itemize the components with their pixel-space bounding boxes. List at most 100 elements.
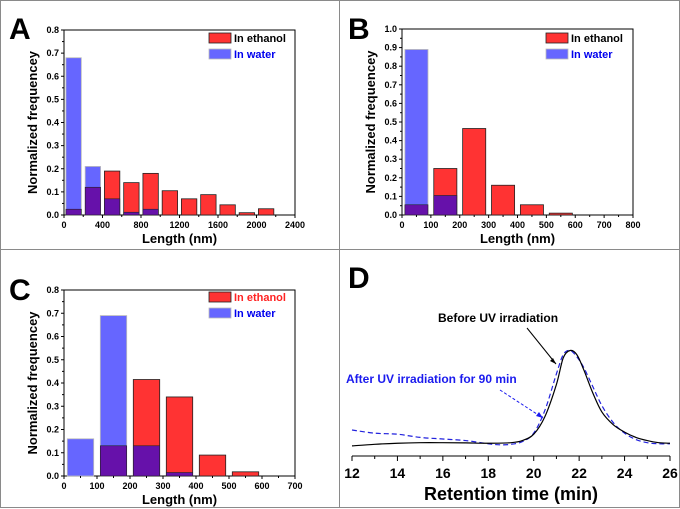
bar-ethanol: [519, 204, 544, 216]
legend-label-water: In water: [571, 49, 613, 61]
y-tick-label: 0.3: [46, 141, 59, 151]
x-tick-label: 1600: [208, 220, 228, 230]
panel-a: A 0.0 0.1 0.2 0.3 0.4 0.5 0.6 0.7 0.8 0 400 800 1200 1…: [0, 0, 340, 250]
x-axis-label: Length (nm): [142, 492, 217, 507]
legend-label-ethanol: In ethanol: [234, 292, 286, 304]
y-tick-label: 0.5: [46, 355, 59, 365]
legend-label-water: In water: [234, 49, 276, 61]
y-tick-label: 0.8: [46, 25, 59, 35]
x-tick-label: 1200: [169, 220, 189, 230]
bar-ethanol: [198, 454, 227, 477]
y-tick-label: 1.0: [384, 24, 397, 34]
y-tick-label: 0.9: [384, 43, 397, 53]
y-tick-label: 0.4: [384, 136, 397, 146]
y-tick-label: 0.4: [46, 378, 59, 388]
y-tick-label: 0.3: [384, 154, 397, 164]
y-tick-label: 0.5: [46, 94, 59, 104]
legend-swatch-ethanol: [545, 32, 569, 44]
annotation-arrow-after: [499, 389, 544, 419]
panel-letter: C: [9, 274, 31, 307]
panel-b: B 0.0 0.1 0.2 0.3 0.4 0.5 0.6 0.7 0.8 0.9 1.0 0 100 20…: [339, 0, 680, 250]
y-tick-label: 0.6: [46, 332, 59, 342]
x-tick-label: 22: [571, 465, 587, 481]
bar-ethanol: [491, 184, 516, 216]
bar-overlap: [166, 472, 194, 477]
arrowhead-before: [550, 358, 556, 364]
y-tick-label: 0.7: [384, 80, 397, 90]
y-tick-label: 0.0: [46, 210, 59, 220]
x-tick-label: 24: [617, 465, 633, 481]
x-tick-label: 200: [452, 220, 467, 230]
x-axis-label: Retention time (min): [424, 484, 598, 504]
x-axis-label: Length (nm): [480, 231, 555, 246]
x-tick-label: 600: [254, 481, 269, 491]
panel-letter: B: [348, 13, 370, 46]
y-tick-label: 0.2: [46, 425, 59, 435]
y-tick-label: 0.1: [384, 191, 397, 201]
x-tick-label: 300: [481, 220, 496, 230]
bar-overlap: [404, 204, 429, 216]
line-before-uv: [351, 349, 671, 447]
x-tick-label: 18: [480, 465, 496, 481]
bar-ethanol: [181, 198, 198, 216]
panel-d: D 12 14 16 18 20 22 24 26 Retention time (min) Bef…: [339, 249, 680, 508]
legend-swatch-ethanol: [208, 32, 232, 44]
bar-ethanol: [123, 182, 140, 216]
chart-a: A 0.0 0.1 0.2 0.3 0.4 0.5 0.6 0.7 0.8 0 400 800 1200 1…: [9, 13, 305, 246]
legend-label-ethanol: In ethanol: [571, 33, 623, 45]
x-tick-label: 200: [122, 481, 137, 491]
chart-d: D 12 14 16 18 20 22 24 26 Retention time (min) Bef…: [344, 262, 678, 504]
x-tick-label: 400: [188, 481, 203, 491]
bar-ethanol: [200, 194, 217, 216]
x-tick-label: 100: [89, 481, 104, 491]
x-tick-label: 500: [539, 220, 554, 230]
line-after-uv: [351, 349, 671, 446]
legend-swatch-water: [208, 48, 232, 60]
x-tick-label: 800: [625, 220, 640, 230]
y-tick-label: 0.6: [384, 98, 397, 108]
bar-overlap: [104, 198, 121, 216]
bar-ethanol: [161, 190, 178, 216]
x-tick-label: 400: [510, 220, 525, 230]
y-axis-label: Normalized frequencey: [363, 50, 378, 194]
y-tick-label: 0.7: [46, 308, 59, 318]
y-tick-label: 0.0: [46, 471, 59, 481]
legend-swatch-water: [208, 307, 232, 319]
x-tick-label: 2000: [246, 220, 266, 230]
y-axis-label: Normalized frequencey: [25, 311, 40, 455]
bar-overlap: [133, 445, 161, 477]
arrowhead-after: [536, 412, 543, 418]
bar-ethanol: [462, 128, 487, 216]
bar-overlap: [100, 445, 128, 477]
annotation-after-uv: After UV irradiation for 90 min: [346, 372, 517, 386]
y-tick-label: 0.0: [384, 210, 397, 220]
x-tick-label: 0: [399, 220, 404, 230]
bar-ethanol: [165, 396, 194, 477]
bar-ethanol: [219, 204, 236, 216]
bar-water: [404, 49, 429, 216]
y-axis-label: Normalized frequencey: [25, 50, 40, 194]
x-tick-label: 600: [568, 220, 583, 230]
legend-label-water: In water: [234, 308, 276, 320]
y-tick-label: 0.6: [46, 71, 59, 81]
y-tick-label: 0.2: [384, 173, 397, 183]
bar-ethanol: [231, 471, 260, 477]
panel-letter: A: [9, 13, 31, 46]
x-tick-label: 2400: [285, 220, 305, 230]
y-tick-label: 0.4: [46, 118, 59, 128]
bar-overlap: [123, 211, 140, 216]
x-tick-label: 12: [344, 465, 360, 481]
y-tick-label: 0.1: [46, 448, 59, 458]
panel-c: C 0.0 0.1 0.2 0.3 0.4 0.5 0.6 0.7 0.8 0 100 200 300 40…: [0, 249, 340, 508]
chart-b: B 0.0 0.1 0.2 0.3 0.4 0.5 0.6 0.7 0.8 0.9 1.0 0 100 20…: [348, 13, 641, 246]
bar-overlap: [65, 208, 82, 216]
x-tick-label: 20: [526, 465, 542, 481]
legend-swatch-water: [545, 48, 569, 60]
x-tick-label: 0: [61, 481, 66, 491]
x-tick-label: 100: [423, 220, 438, 230]
x-tick-label: 800: [133, 220, 148, 230]
x-tick-label: 16: [435, 465, 451, 481]
bar-overlap: [142, 208, 159, 216]
y-tick-label: 0.5: [384, 117, 397, 127]
annotation-before-uv: Before UV irradiation: [438, 311, 558, 325]
